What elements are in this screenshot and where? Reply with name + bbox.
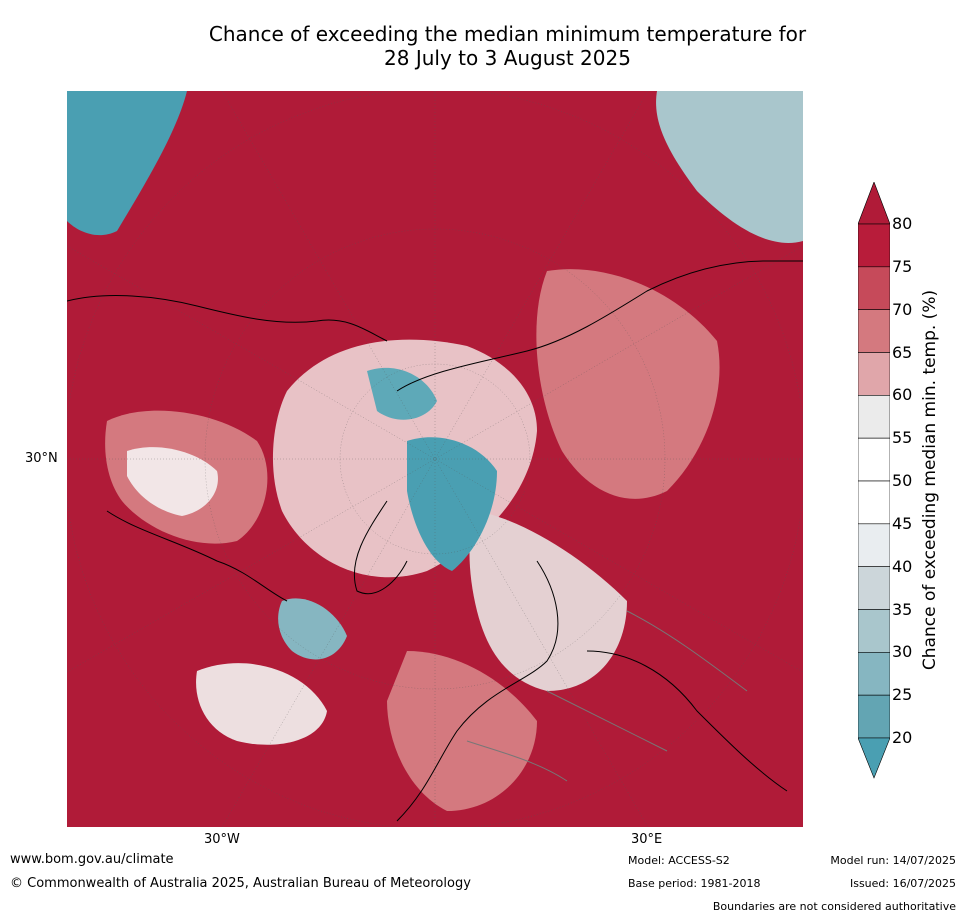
colorbar-over-arrow bbox=[858, 182, 890, 225]
map-region-eurasia-neutral bbox=[469, 511, 627, 691]
colorbar-tick-label: 65 bbox=[892, 342, 913, 362]
colorbar-title-text: Chance of exceeding median min. temp. (%… bbox=[920, 289, 940, 671]
colorbar-tick-label: 80 bbox=[892, 214, 913, 233]
map-region-north-america-neutral bbox=[127, 447, 218, 516]
colorbar bbox=[858, 182, 890, 779]
lat-label-30n: 30°N bbox=[25, 451, 58, 466]
colorbar-band bbox=[858, 266, 890, 310]
colorbar-tick-label: 50 bbox=[892, 471, 913, 490]
footer-model-run: Model run: 14/07/2025 bbox=[830, 854, 956, 867]
map-region-pacific-neutral bbox=[196, 663, 327, 745]
country-borders bbox=[466, 610, 748, 782]
title-line-2: 28 July to 3 August 2025 bbox=[384, 46, 631, 70]
lon-label-30w: 30°W bbox=[204, 832, 240, 847]
map-region-pacific-cool bbox=[278, 598, 347, 660]
colorbar-band bbox=[858, 694, 890, 739]
map-region-arctic-cool bbox=[367, 367, 437, 420]
footer-model: Model: ACCESS-S2 bbox=[628, 854, 730, 867]
colorbar-band bbox=[858, 352, 890, 396]
colorbar-tick-label: 60 bbox=[892, 385, 913, 405]
footer-copyright: © Commonwealth of Australia 2025, Austra… bbox=[10, 876, 471, 891]
colorbar-tick-label: 70 bbox=[892, 299, 913, 319]
footer-issued: Issued: 16/07/2025 bbox=[849, 877, 956, 890]
forecast-map bbox=[67, 91, 803, 827]
lon-label-30e: 30°E bbox=[631, 832, 663, 847]
map-region-europe-mixed bbox=[387, 651, 537, 811]
colorbar-band bbox=[858, 395, 890, 439]
colorbar-tick-label: 20 bbox=[892, 728, 913, 747]
colorbar-tick-label: 40 bbox=[892, 556, 913, 576]
colorbar-tick-label: 55 bbox=[892, 428, 913, 448]
footer-website: www.bom.gov.au/climate bbox=[10, 852, 174, 867]
colorbar-band bbox=[858, 609, 890, 653]
colorbar-band bbox=[858, 523, 890, 567]
map-region-siberia-mixed bbox=[536, 269, 720, 499]
coastlines bbox=[67, 260, 803, 822]
colorbar-under-arrow bbox=[858, 737, 890, 779]
map-region-greenland-cool bbox=[407, 437, 497, 571]
colorbar-band bbox=[858, 652, 890, 696]
graticule bbox=[67, 91, 803, 827]
colorbar-band bbox=[858, 223, 890, 268]
map-region-top-right-cool bbox=[656, 91, 803, 243]
colorbar-tick-label: 35 bbox=[892, 599, 913, 619]
title-line-1: Chance of exceeding the median minimum t… bbox=[208, 22, 807, 46]
colorbar-tick-label: 30 bbox=[892, 642, 913, 662]
colorbar-tick-label: 25 bbox=[892, 685, 913, 705]
colorbar-band bbox=[858, 566, 890, 610]
colorbar-band bbox=[858, 480, 890, 525]
footer-base-period: Base period: 1981-2018 bbox=[628, 877, 761, 890]
colorbar-band bbox=[858, 309, 890, 353]
colorbar-tick-label: 45 bbox=[892, 513, 913, 533]
map-title: Chance of exceeding the median minimum t… bbox=[150, 22, 865, 70]
footer-disclaimer: Boundaries are not considered authoritat… bbox=[712, 900, 956, 913]
colorbar-tick-label: 75 bbox=[892, 256, 913, 276]
colorbar-band bbox=[858, 437, 890, 482]
map-region-top-left-cool bbox=[67, 91, 187, 236]
